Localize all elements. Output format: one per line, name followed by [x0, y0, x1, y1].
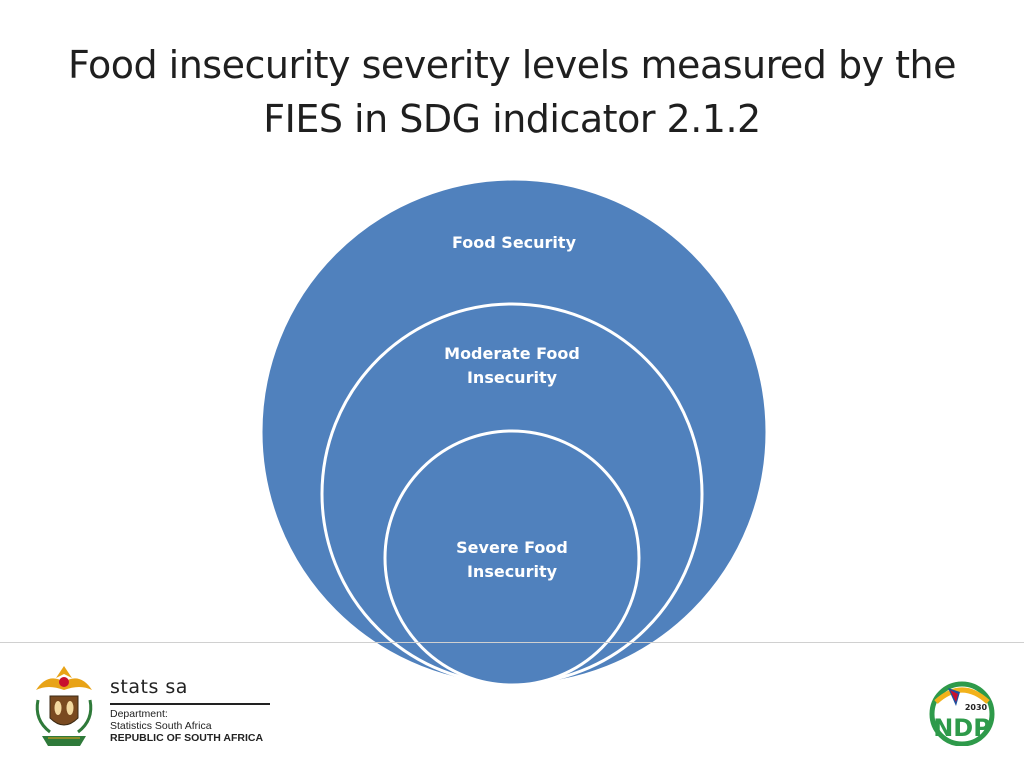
- coat-of-arms-icon: [35, 666, 93, 746]
- label-moderate-food-insecurity-line-1: Moderate Food: [444, 344, 580, 363]
- label-moderate-food-insecurity-line-2: Insecurity: [467, 368, 558, 387]
- department-name: Statistics South Africa: [110, 720, 212, 732]
- brand-name: stats sa: [110, 676, 188, 698]
- brand-underline: [110, 703, 270, 705]
- label-severe-food-insecurity-line-1: Severe Food: [456, 538, 568, 557]
- ndp-2030-logo: 2030 NDP: [929, 681, 995, 746]
- inner-circle-severe-food-insecurity: [383, 429, 641, 687]
- ndp-text: NDP: [933, 714, 991, 742]
- label-severe-food-insecurity-line-2: Insecurity: [467, 562, 558, 581]
- title-line-1: Food insecurity severity levels measured…: [67, 43, 957, 87]
- slide-title: Food insecurity severity levels measured…: [40, 38, 984, 146]
- label-food-security: Food Security: [452, 233, 577, 252]
- title-line-2: FIES in SDG indicator 2.1.2: [263, 97, 761, 141]
- republic-name: REPUBLIC OF SOUTH AFRICA: [110, 732, 264, 744]
- footer-divider: [0, 642, 1024, 643]
- ndp-year: 2030: [965, 703, 988, 712]
- department-label: Department:: [110, 708, 168, 720]
- stats-sa-logo: stats sa Department: Statistics South Af…: [28, 660, 278, 755]
